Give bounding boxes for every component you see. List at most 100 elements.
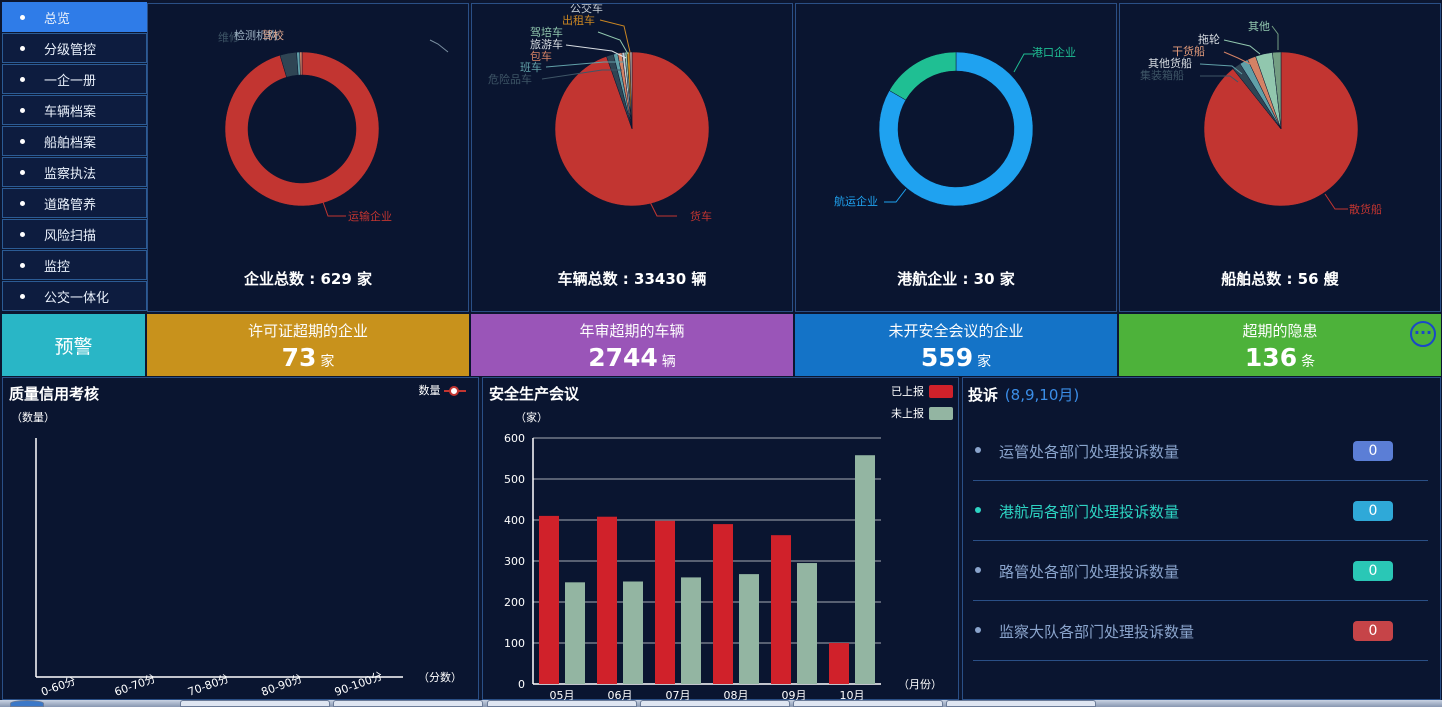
- bar-reported[interactable]: [597, 516, 617, 684]
- pie-label-main: 运输企业: [348, 209, 392, 223]
- complaints-title: 投诉: [968, 386, 999, 404]
- complaint-row[interactable]: 运管处各部门处理投诉数量 0: [973, 421, 1428, 481]
- warning-header: 预警: [2, 314, 145, 376]
- label-leader: [545, 61, 624, 68]
- complaint-row[interactable]: 路管处各部门处理投诉数量 0: [973, 541, 1428, 601]
- warning-no-safety-meeting[interactable]: 未开安全会议的企业 559 家: [795, 314, 1117, 376]
- pie-slice-0[interactable]: [878, 51, 1034, 207]
- pie-label-c: 驾校: [262, 28, 284, 42]
- bar-unreported[interactable]: [565, 582, 585, 684]
- complaint-count-badge: 0: [1353, 621, 1393, 641]
- legend-swatch[interactable]: [929, 385, 953, 398]
- x-tick-label: 60-70分: [113, 672, 158, 699]
- pie-label-c: 旅游车: [530, 37, 563, 51]
- sidebar-item-enterprise-book[interactable]: 一企一册: [2, 64, 147, 94]
- pie-label-g: 公交车: [570, 4, 603, 15]
- taskbar-app-button[interactable]: [333, 700, 483, 707]
- taskbar-app-button[interactable]: [640, 700, 790, 707]
- y-tick-label: 400: [504, 514, 525, 527]
- sidebar-item-overview[interactable]: 总览: [2, 2, 147, 32]
- sidebar-item-vehicle-files[interactable]: 车辆档案: [2, 95, 147, 125]
- pie-label-e: 驾培车: [530, 25, 563, 39]
- pie-slice-1[interactable]: [888, 51, 957, 101]
- sidebar-item-label: 车辆档案: [44, 104, 97, 120]
- quality-x-axis-label: （分数）: [418, 671, 462, 684]
- safety-x-axis-label: （月份）: [898, 678, 942, 691]
- vehicle-pie-panel: 货车 危险品车 班车 旅游车 包车 驾培车 出租车 公交车 车辆总数 : 334…: [471, 1, 793, 312]
- sidebar-item-ship-files[interactable]: 船舶档案: [2, 126, 147, 156]
- pie-label-a: 危险品车: [488, 72, 532, 86]
- warning-label: 未开安全会议的企业: [888, 322, 1024, 340]
- sidebar-item-label: 公交一体化: [44, 290, 110, 306]
- y-tick-label: 300: [504, 555, 525, 568]
- complaint-count-badge: 0: [1353, 561, 1393, 581]
- taskbar-app-button[interactable]: [487, 700, 637, 707]
- taskbar-app-button[interactable]: [180, 700, 330, 707]
- complaint-label: 路管处各部门处理投诉数量: [999, 563, 1180, 581]
- complaint-row[interactable]: 监察大队各部门处理投诉数量 0: [973, 601, 1428, 661]
- sidebar-item-label: 风险扫描: [44, 228, 97, 244]
- sidebar-item-bus-integration[interactable]: 公交一体化: [2, 281, 147, 311]
- pie-slice-0[interactable]: [224, 51, 380, 207]
- bar-reported[interactable]: [771, 535, 791, 684]
- quality-legend[interactable]: 数量: [419, 382, 466, 398]
- x-tick-label: 08月: [724, 689, 749, 701]
- legend-swatch[interactable]: [929, 407, 953, 420]
- bar-unreported[interactable]: [681, 577, 701, 684]
- pie-label-e: 其他: [1248, 20, 1270, 33]
- bar-reported[interactable]: [829, 643, 849, 684]
- warning-expired-hazards[interactable]: 超期的隐患 136 条 ···: [1119, 314, 1441, 376]
- complaints-subtitle: (8,9,10月): [1004, 386, 1080, 404]
- pie-label-d: 拖轮: [1198, 32, 1220, 46]
- warning-vehicle-inspection-expired[interactable]: 年审超期的车辆 2744 辆: [471, 314, 793, 376]
- x-tick-label: 09月: [782, 689, 807, 701]
- safety-y-axis-label: （家）: [515, 411, 548, 424]
- x-tick-label: 0-60分: [39, 674, 77, 699]
- bar-unreported[interactable]: [623, 581, 643, 685]
- warning-unit: 家: [320, 354, 335, 370]
- bar-reported[interactable]: [713, 524, 733, 684]
- pie-label-main: 航运企业: [834, 194, 878, 208]
- taskbar-app-button[interactable]: [946, 700, 1096, 707]
- pie-label-c: 干货船: [1172, 44, 1205, 58]
- sidebar-item-label: 一企一册: [44, 73, 97, 89]
- bullet-icon: [20, 107, 25, 113]
- bar-unreported[interactable]: [797, 563, 817, 684]
- ship-total: 船舶总数 : 56 艘: [1221, 270, 1339, 288]
- sidebar-item-monitoring[interactable]: 监控: [2, 250, 147, 280]
- sidebar-nav: 总览 分级管控 一企一册 车辆档案 船舶档案 监察执法 道路管养 风险扫描 监控…: [2, 2, 147, 312]
- start-icon[interactable]: [10, 700, 44, 707]
- bullet-icon: [20, 293, 25, 299]
- bar-reported[interactable]: [539, 515, 559, 684]
- taskbar-app-button[interactable]: [793, 700, 943, 707]
- pie-slice-3[interactable]: [299, 51, 303, 76]
- sidebar-item-label: 总览: [44, 11, 71, 27]
- warning-license-expired[interactable]: 许可证超期的企业 73 家: [147, 314, 469, 376]
- safety-meeting-chart: 0 100 200 300 400 500 600 05月 06月 07月 08月 09月 10月 已…: [504, 384, 953, 701]
- label-leader: [565, 44, 627, 59]
- sidebar-item-road-maintenance[interactable]: 道路管养: [2, 188, 147, 218]
- label-leader: [541, 69, 622, 80]
- complaints-panel: 投诉 (8,9,10月) 运管处各部门处理投诉数量 0 港航局各部门处理投诉数量 0 路…: [962, 377, 1441, 700]
- bar-reported[interactable]: [655, 520, 675, 684]
- pie-label-b: 其他货船: [1148, 56, 1192, 70]
- bar-unreported[interactable]: [739, 574, 759, 684]
- sidebar-item-inspection[interactable]: 监察执法: [2, 157, 147, 187]
- os-taskbar: [0, 700, 1442, 707]
- complaint-row[interactable]: 港航局各部门处理投诉数量 0: [973, 481, 1428, 541]
- bullet-icon: [20, 169, 25, 175]
- warning-value: 136: [1244, 343, 1298, 372]
- bullet-icon: [975, 567, 981, 573]
- safety-meeting-title: 安全生产会议: [489, 385, 580, 403]
- pie-slice-5[interactable]: [1272, 51, 1282, 130]
- y-tick-label: 100: [504, 637, 525, 650]
- complaint-label: 运管处各部门处理投诉数量: [999, 443, 1180, 461]
- x-tick-label: 06月: [608, 689, 633, 701]
- vehicle-pie-chart: 货车 危险品车 班车 旅游车 包车 驾培车 出租车 公交车: [488, 1, 712, 223]
- more-icon[interactable]: ···: [1410, 321, 1436, 347]
- sidebar-item-graded-control[interactable]: 分级管控: [2, 33, 147, 63]
- label-leader: [429, 39, 449, 53]
- sidebar-item-risk-scan[interactable]: 风险扫描: [2, 219, 147, 249]
- bar-unreported[interactable]: [855, 455, 875, 684]
